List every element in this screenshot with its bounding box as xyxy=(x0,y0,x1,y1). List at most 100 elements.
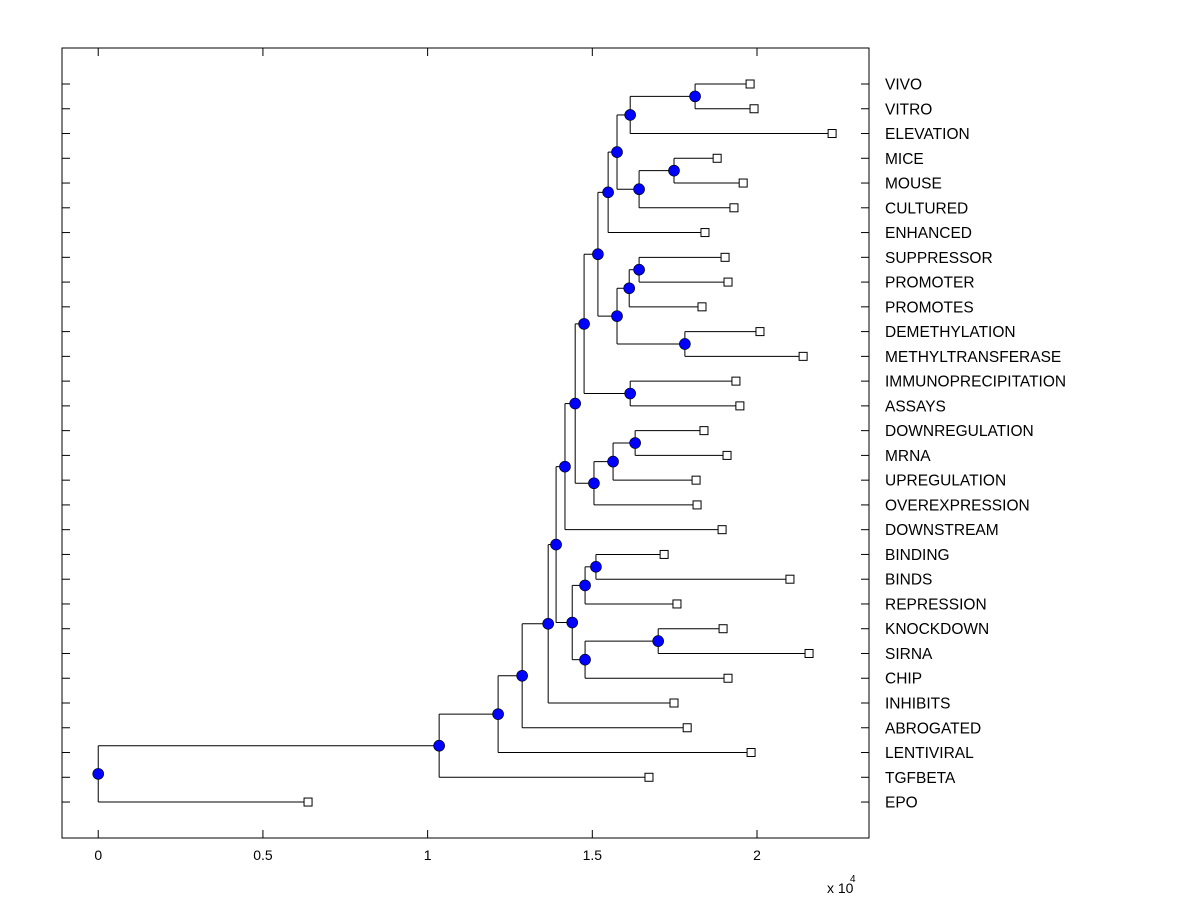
leaf-node xyxy=(669,698,679,708)
internal-node xyxy=(652,635,664,647)
leaf-node xyxy=(691,475,701,485)
leaf-label: DEMETHYLATION xyxy=(885,324,1016,341)
leaf-label: MICE xyxy=(885,151,924,168)
x-tick-label: 1 xyxy=(424,847,432,863)
leaf-node xyxy=(735,401,745,411)
leaf-label: ABROGATED xyxy=(885,720,981,737)
leaf-node xyxy=(798,351,808,361)
leaf-label: OVEREXPRESSION xyxy=(885,497,1030,514)
internal-node xyxy=(542,617,554,630)
internal-node xyxy=(578,318,590,330)
internal-node xyxy=(569,397,581,410)
internal-node xyxy=(588,477,600,490)
leaf-node xyxy=(749,104,759,114)
leaf-node xyxy=(785,574,795,584)
leaf-node xyxy=(722,450,732,460)
internal-node xyxy=(602,186,614,199)
leaf-node xyxy=(746,748,756,758)
leaf-node xyxy=(697,302,707,312)
internal-node xyxy=(516,669,528,682)
axes: 0 0.5 1 1.5 2 xyxy=(62,48,869,863)
leaf-node xyxy=(699,426,709,436)
internal-node xyxy=(579,653,591,666)
leaf-node xyxy=(718,624,728,634)
leaf-label: BINDING xyxy=(885,547,950,564)
x-tick-label: 0.5 xyxy=(253,847,273,863)
leaf-node xyxy=(712,153,722,163)
internal-node xyxy=(633,263,645,276)
leaf-label: BINDS xyxy=(885,572,932,589)
leaf-node xyxy=(731,376,741,386)
tree-links xyxy=(97,83,833,803)
leaf-label: SUPPRESSOR xyxy=(885,250,993,267)
leaf-node xyxy=(303,797,313,807)
internal-node xyxy=(607,455,619,468)
leaf-label: SIRNA xyxy=(885,646,933,663)
leaf-node xyxy=(827,129,837,139)
leaf-node xyxy=(717,525,727,535)
leaf-node xyxy=(755,327,765,337)
leaf-node xyxy=(720,252,730,262)
leaf-label: UPREGULATION xyxy=(885,473,1006,490)
internal-node xyxy=(579,579,591,592)
leaf-node xyxy=(729,203,739,213)
internal-node xyxy=(433,739,445,752)
internal-node xyxy=(611,146,623,158)
x-multiplier-label: x 10 xyxy=(827,880,854,896)
internal-node xyxy=(590,561,602,573)
internal-node xyxy=(611,310,623,322)
leaf-node xyxy=(745,79,755,89)
leaf-label: REPRESSION xyxy=(885,596,987,613)
leaf-labels: VIVO VITRO ELEVATION MICE MOUSE CULTURED ENHAN… xyxy=(885,77,1066,812)
leaf-node xyxy=(804,648,814,658)
leaf-node xyxy=(682,723,692,733)
leaf-label: CULTURED xyxy=(885,200,968,217)
leaf-label: VITRO xyxy=(885,101,932,118)
internal-node xyxy=(92,768,105,780)
internal-node xyxy=(623,282,636,295)
leaf-node xyxy=(692,500,702,510)
leaf-label: MRNA xyxy=(885,448,931,465)
leaf-node xyxy=(700,228,710,238)
leaf-node xyxy=(672,599,682,609)
internal-node xyxy=(592,248,604,261)
internal-node xyxy=(668,164,680,177)
leaf-label: DOWNSTREAM xyxy=(885,522,999,539)
leaf-node xyxy=(723,673,733,683)
leaf-label: VIVO xyxy=(885,77,922,94)
x-multiplier-exponent: 4 xyxy=(850,874,856,885)
tree-nodes xyxy=(92,79,837,807)
internal-node xyxy=(629,437,641,449)
leaf-label: PROMOTES xyxy=(885,299,974,316)
leaf-label: ENHANCED xyxy=(885,225,972,242)
internal-node xyxy=(566,616,579,629)
internal-node xyxy=(679,338,691,350)
plot-area xyxy=(61,47,870,839)
internal-node xyxy=(633,183,645,196)
internal-node xyxy=(559,460,571,473)
leaf-label: EPO xyxy=(885,795,918,812)
leaf-node xyxy=(738,178,748,188)
x-tick-label: 1.5 xyxy=(583,847,603,863)
leaf-node xyxy=(644,772,654,782)
leaf-label: METHYLTRANSFERASE xyxy=(885,349,1061,366)
leaf-label: LENTIVIRAL xyxy=(885,745,974,762)
x-tick-label: 0 xyxy=(94,847,102,863)
internal-node xyxy=(492,708,504,720)
internal-node xyxy=(624,387,636,400)
leaf-label: DOWNREGULATION xyxy=(885,423,1034,440)
leaf-label: PROMOTER xyxy=(885,275,975,292)
leaf-label: KNOCKDOWN xyxy=(885,621,989,638)
leaf-label: TGFBETA xyxy=(885,770,956,787)
leaf-label: ELEVATION xyxy=(885,126,970,143)
internal-node xyxy=(624,109,636,121)
leaf-label: MOUSE xyxy=(885,176,942,193)
internal-node xyxy=(689,90,701,103)
leaf-node xyxy=(723,277,733,287)
leaf-label: CHIP xyxy=(885,671,922,688)
leaf-node xyxy=(659,549,669,559)
internal-node xyxy=(550,538,562,551)
leaf-label: IMMUNOPRECIPITATION xyxy=(885,374,1066,391)
leaf-label: ASSAYS xyxy=(885,398,946,415)
